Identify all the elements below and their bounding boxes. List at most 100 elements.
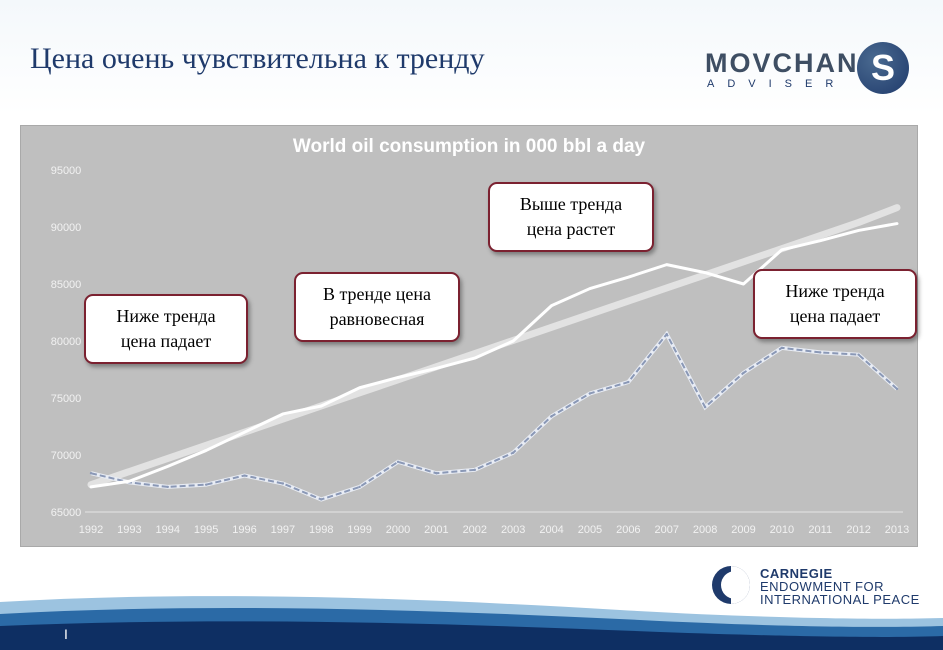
series-line-scaled-price [90, 333, 898, 501]
series-line-consumption [89, 222, 899, 489]
x-tick-label: 1999 [347, 524, 371, 536]
data-point-scaled-price [166, 485, 169, 489]
carnegie-line2: ENDOWMENT FOR [760, 579, 884, 594]
data-point-consumption [703, 271, 707, 274]
data-point-scaled-price [358, 485, 361, 489]
carnegie-line1: CARNEGIE [760, 566, 833, 581]
data-point-consumption [627, 275, 630, 279]
data-point-consumption [89, 485, 93, 489]
data-point-scaled-price [550, 415, 553, 418]
data-point-trend [588, 313, 592, 316]
oil-consumption-chart: World oil consumption in 000 bbl a day 6… [51, 136, 910, 536]
logo-mark-letter: S [870, 47, 895, 88]
data-point-scaled-price [281, 482, 285, 485]
data-point-scaled-price [473, 468, 477, 472]
x-tick-label: 1998 [309, 524, 333, 536]
data-point-consumption [857, 229, 860, 232]
data-point-consumption [473, 356, 477, 360]
data-point-scaled-price [742, 371, 745, 375]
logo-sub: ADVISER [707, 78, 847, 90]
x-tick-label: 2008 [693, 524, 717, 536]
x-tick-label: 1992 [79, 524, 103, 536]
data-point-trend [281, 417, 285, 421]
data-point-consumption [895, 222, 899, 225]
x-tick-label: 2010 [770, 524, 794, 536]
chart-title: World oil consumption in 000 bbl a day [293, 136, 646, 157]
data-point-scaled-price [435, 472, 438, 475]
data-point-consumption [243, 431, 246, 434]
data-point-consumption [511, 339, 515, 343]
data-point-trend [358, 391, 361, 395]
data-point-scaled-price [243, 474, 246, 477]
x-tick-label: 2012 [846, 524, 870, 536]
series-line-trend [87, 204, 901, 489]
data-point-consumption [435, 367, 438, 370]
data-point-trend [204, 444, 208, 447]
x-tick-label: 2006 [616, 524, 640, 536]
data-point-scaled-price [857, 353, 860, 356]
data-point-scaled-price [895, 387, 899, 391]
data-point-trend [166, 457, 169, 460]
data-point-trend [89, 483, 93, 486]
x-tick-label: 2001 [424, 524, 448, 536]
carnegie-mark-icon [712, 566, 750, 604]
data-point-consumption [396, 376, 400, 379]
header-band [0, 0, 943, 115]
callout-below-trend-right: Ниже тренда цена падает [753, 269, 917, 339]
data-point-consumption [320, 404, 323, 408]
x-tick-label: 1995 [194, 524, 218, 536]
data-point-scaled-price [320, 498, 323, 501]
x-tick-label: 2011 [808, 524, 832, 536]
data-point-trend [819, 234, 822, 237]
y-tick-label: 80000 [51, 336, 82, 348]
data-point-scaled-price [780, 346, 784, 350]
data-point-consumption [128, 480, 131, 483]
data-point-scaled-price [396, 460, 400, 464]
carnegie-line3: INTERNATIONAL PEACE [760, 592, 920, 607]
data-point-scaled-price [89, 472, 93, 475]
data-point-scaled-price [703, 405, 707, 409]
data-point-consumption [780, 248, 784, 251]
data-point-trend [128, 470, 131, 473]
x-tick-label: 1994 [156, 524, 180, 536]
data-point-trend [857, 221, 860, 224]
data-point-consumption [588, 287, 592, 290]
callout-below-trend-left: Ниже тренда цена падает [84, 294, 248, 364]
data-point-scaled-price [819, 351, 822, 354]
data-point-consumption [166, 465, 169, 468]
y-tick-label: 90000 [51, 222, 82, 234]
data-point-trend [895, 206, 899, 209]
slide-title: Цена очень чувствительна к тренду [30, 42, 485, 75]
x-tick-label: 2004 [539, 524, 563, 536]
data-point-consumption [204, 449, 208, 452]
callout-in-trend: В тренде цена равновесная [294, 272, 460, 342]
x-tick-label: 2005 [578, 524, 602, 536]
carnegie-wordmark: CARNEGIE ENDOWMENT FOR INTERNATIONAL PEA… [760, 567, 920, 606]
data-point-trend [742, 260, 745, 263]
data-point-trend [665, 286, 668, 290]
data-point-scaled-price [588, 392, 592, 395]
movchan-logo: MOVCHAN ADVISER S [705, 40, 915, 100]
x-tick-label: 2007 [654, 524, 678, 536]
logo-mark-icon: S [857, 42, 909, 94]
y-tick-label: 95000 [51, 165, 82, 177]
data-point-consumption [281, 412, 285, 416]
logo-name: MOVCHAN [705, 48, 859, 78]
carnegie-logo: CARNEGIE ENDOWMENT FOR INTERNATIONAL PEA… [712, 566, 937, 606]
y-tick-label: 70000 [51, 450, 82, 462]
data-point-consumption [665, 263, 668, 266]
data-point-consumption [742, 282, 745, 286]
x-tick-label: 1996 [232, 524, 256, 536]
data-point-consumption [550, 304, 553, 307]
page-marker: I [64, 626, 68, 642]
data-point-consumption [819, 239, 822, 242]
y-tick-label: 85000 [51, 279, 82, 291]
x-tick-label: 2009 [731, 524, 755, 536]
x-tick-label: 2013 [885, 524, 909, 536]
data-point-trend [550, 326, 553, 329]
data-point-scaled-price [204, 483, 208, 486]
y-tick-label: 75000 [51, 393, 82, 405]
x-tick-label: 2002 [463, 524, 487, 536]
callout-above-trend: Выше тренда цена растет [488, 182, 654, 252]
x-tick-label: 1997 [271, 524, 295, 536]
